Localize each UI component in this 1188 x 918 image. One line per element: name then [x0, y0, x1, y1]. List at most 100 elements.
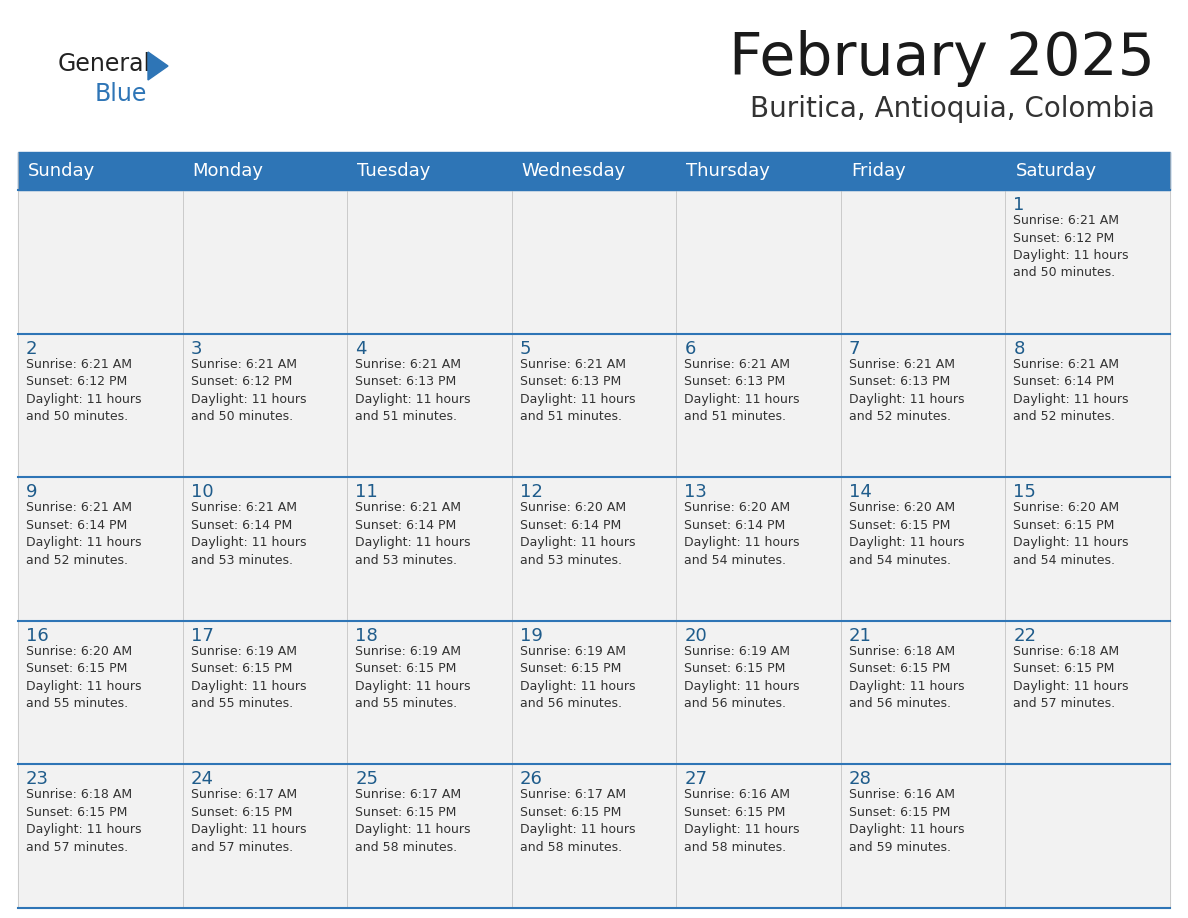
Text: Sunrise: 6:20 AM
Sunset: 6:15 PM
Daylight: 11 hours
and 54 minutes.: Sunrise: 6:20 AM Sunset: 6:15 PM Dayligh… — [849, 501, 965, 566]
Text: Sunrise: 6:21 AM
Sunset: 6:14 PM
Daylight: 11 hours
and 52 minutes.: Sunrise: 6:21 AM Sunset: 6:14 PM Dayligh… — [1013, 358, 1129, 423]
Bar — [347, 477, 512, 621]
Text: Sunrise: 6:19 AM
Sunset: 6:15 PM
Daylight: 11 hours
and 55 minutes.: Sunrise: 6:19 AM Sunset: 6:15 PM Dayligh… — [190, 644, 307, 711]
Bar — [183, 765, 347, 908]
Text: Sunrise: 6:21 AM
Sunset: 6:12 PM
Daylight: 11 hours
and 50 minutes.: Sunrise: 6:21 AM Sunset: 6:12 PM Dayligh… — [26, 358, 141, 423]
Bar — [347, 765, 512, 908]
Text: 13: 13 — [684, 483, 707, 501]
Text: Sunrise: 6:21 AM
Sunset: 6:13 PM
Daylight: 11 hours
and 52 minutes.: Sunrise: 6:21 AM Sunset: 6:13 PM Dayligh… — [849, 358, 965, 423]
Bar — [676, 477, 841, 621]
Text: 18: 18 — [355, 627, 378, 644]
Text: Sunrise: 6:17 AM
Sunset: 6:15 PM
Daylight: 11 hours
and 58 minutes.: Sunrise: 6:17 AM Sunset: 6:15 PM Dayligh… — [519, 789, 636, 854]
Text: Sunrise: 6:21 AM
Sunset: 6:12 PM
Daylight: 11 hours
and 50 minutes.: Sunrise: 6:21 AM Sunset: 6:12 PM Dayligh… — [190, 358, 307, 423]
Text: Monday: Monday — [192, 162, 264, 180]
Text: 19: 19 — [519, 627, 543, 644]
Bar — [183, 190, 347, 333]
Text: 7: 7 — [849, 340, 860, 358]
Text: 5: 5 — [519, 340, 531, 358]
Text: 1: 1 — [1013, 196, 1025, 214]
Text: Tuesday: Tuesday — [358, 162, 430, 180]
Polygon shape — [148, 52, 168, 80]
Text: 27: 27 — [684, 770, 707, 789]
Text: Sunrise: 6:21 AM
Sunset: 6:14 PM
Daylight: 11 hours
and 53 minutes.: Sunrise: 6:21 AM Sunset: 6:14 PM Dayligh… — [355, 501, 470, 566]
Text: Sunrise: 6:18 AM
Sunset: 6:15 PM
Daylight: 11 hours
and 56 minutes.: Sunrise: 6:18 AM Sunset: 6:15 PM Dayligh… — [849, 644, 965, 711]
Bar — [676, 621, 841, 765]
Bar — [676, 190, 841, 333]
Text: 14: 14 — [849, 483, 872, 501]
Text: Sunrise: 6:16 AM
Sunset: 6:15 PM
Daylight: 11 hours
and 59 minutes.: Sunrise: 6:16 AM Sunset: 6:15 PM Dayligh… — [849, 789, 965, 854]
Bar — [347, 621, 512, 765]
Bar — [512, 765, 676, 908]
Bar — [183, 621, 347, 765]
Text: 24: 24 — [190, 770, 214, 789]
Text: 20: 20 — [684, 627, 707, 644]
Text: Saturday: Saturday — [1016, 162, 1097, 180]
Bar — [347, 333, 512, 477]
Bar — [18, 333, 183, 477]
Text: General: General — [58, 52, 151, 76]
Text: Sunrise: 6:21 AM
Sunset: 6:14 PM
Daylight: 11 hours
and 53 minutes.: Sunrise: 6:21 AM Sunset: 6:14 PM Dayligh… — [190, 501, 307, 566]
Text: Sunrise: 6:21 AM
Sunset: 6:14 PM
Daylight: 11 hours
and 52 minutes.: Sunrise: 6:21 AM Sunset: 6:14 PM Dayligh… — [26, 501, 141, 566]
Text: Sunrise: 6:21 AM
Sunset: 6:12 PM
Daylight: 11 hours
and 50 minutes.: Sunrise: 6:21 AM Sunset: 6:12 PM Dayligh… — [1013, 214, 1129, 279]
Text: Sunrise: 6:19 AM
Sunset: 6:15 PM
Daylight: 11 hours
and 55 minutes.: Sunrise: 6:19 AM Sunset: 6:15 PM Dayligh… — [355, 644, 470, 711]
Text: 25: 25 — [355, 770, 378, 789]
Bar — [841, 477, 1005, 621]
Bar — [512, 621, 676, 765]
Text: 15: 15 — [1013, 483, 1036, 501]
Bar — [841, 333, 1005, 477]
Text: Sunrise: 6:21 AM
Sunset: 6:13 PM
Daylight: 11 hours
and 51 minutes.: Sunrise: 6:21 AM Sunset: 6:13 PM Dayligh… — [355, 358, 470, 423]
Text: 3: 3 — [190, 340, 202, 358]
Bar — [512, 333, 676, 477]
Bar — [676, 765, 841, 908]
Text: 6: 6 — [684, 340, 696, 358]
Bar — [1005, 190, 1170, 333]
Text: Sunrise: 6:19 AM
Sunset: 6:15 PM
Daylight: 11 hours
and 56 minutes.: Sunrise: 6:19 AM Sunset: 6:15 PM Dayligh… — [519, 644, 636, 711]
Bar — [1005, 477, 1170, 621]
Bar — [512, 190, 676, 333]
Text: February 2025: February 2025 — [729, 30, 1155, 87]
Text: 10: 10 — [190, 483, 213, 501]
Bar — [512, 477, 676, 621]
Text: 16: 16 — [26, 627, 49, 644]
Text: Wednesday: Wednesday — [522, 162, 626, 180]
Text: Sunrise: 6:21 AM
Sunset: 6:13 PM
Daylight: 11 hours
and 51 minutes.: Sunrise: 6:21 AM Sunset: 6:13 PM Dayligh… — [519, 358, 636, 423]
Bar — [18, 152, 1170, 190]
Text: Sunrise: 6:18 AM
Sunset: 6:15 PM
Daylight: 11 hours
and 57 minutes.: Sunrise: 6:18 AM Sunset: 6:15 PM Dayligh… — [26, 789, 141, 854]
Bar — [18, 621, 183, 765]
Text: 4: 4 — [355, 340, 367, 358]
Bar — [183, 333, 347, 477]
Text: Sunrise: 6:20 AM
Sunset: 6:15 PM
Daylight: 11 hours
and 55 minutes.: Sunrise: 6:20 AM Sunset: 6:15 PM Dayligh… — [26, 644, 141, 711]
Text: Sunrise: 6:20 AM
Sunset: 6:14 PM
Daylight: 11 hours
and 53 minutes.: Sunrise: 6:20 AM Sunset: 6:14 PM Dayligh… — [519, 501, 636, 566]
Text: Sunrise: 6:16 AM
Sunset: 6:15 PM
Daylight: 11 hours
and 58 minutes.: Sunrise: 6:16 AM Sunset: 6:15 PM Dayligh… — [684, 789, 800, 854]
Bar — [347, 190, 512, 333]
Bar — [1005, 333, 1170, 477]
Bar — [18, 477, 183, 621]
Text: Friday: Friday — [851, 162, 905, 180]
Text: Thursday: Thursday — [687, 162, 770, 180]
Bar — [1005, 621, 1170, 765]
Text: Sunrise: 6:18 AM
Sunset: 6:15 PM
Daylight: 11 hours
and 57 minutes.: Sunrise: 6:18 AM Sunset: 6:15 PM Dayligh… — [1013, 644, 1129, 711]
Text: Sunrise: 6:19 AM
Sunset: 6:15 PM
Daylight: 11 hours
and 56 minutes.: Sunrise: 6:19 AM Sunset: 6:15 PM Dayligh… — [684, 644, 800, 711]
Bar — [676, 333, 841, 477]
Bar — [841, 765, 1005, 908]
Text: 22: 22 — [1013, 627, 1036, 644]
Text: 11: 11 — [355, 483, 378, 501]
Text: 26: 26 — [519, 770, 543, 789]
Text: Sunrise: 6:21 AM
Sunset: 6:13 PM
Daylight: 11 hours
and 51 minutes.: Sunrise: 6:21 AM Sunset: 6:13 PM Dayligh… — [684, 358, 800, 423]
Text: 2: 2 — [26, 340, 38, 358]
Text: 28: 28 — [849, 770, 872, 789]
Bar — [1005, 765, 1170, 908]
Bar — [183, 477, 347, 621]
Text: 9: 9 — [26, 483, 38, 501]
Text: 17: 17 — [190, 627, 214, 644]
Bar — [18, 190, 183, 333]
Text: 8: 8 — [1013, 340, 1025, 358]
Text: Sunrise: 6:17 AM
Sunset: 6:15 PM
Daylight: 11 hours
and 58 minutes.: Sunrise: 6:17 AM Sunset: 6:15 PM Dayligh… — [355, 789, 470, 854]
Text: 21: 21 — [849, 627, 872, 644]
Text: Sunrise: 6:20 AM
Sunset: 6:15 PM
Daylight: 11 hours
and 54 minutes.: Sunrise: 6:20 AM Sunset: 6:15 PM Dayligh… — [1013, 501, 1129, 566]
Text: Buritica, Antioquia, Colombia: Buritica, Antioquia, Colombia — [750, 95, 1155, 123]
Bar — [18, 765, 183, 908]
Bar — [841, 621, 1005, 765]
Text: Sunrise: 6:20 AM
Sunset: 6:14 PM
Daylight: 11 hours
and 54 minutes.: Sunrise: 6:20 AM Sunset: 6:14 PM Dayligh… — [684, 501, 800, 566]
Bar — [841, 190, 1005, 333]
Text: Sunrise: 6:17 AM
Sunset: 6:15 PM
Daylight: 11 hours
and 57 minutes.: Sunrise: 6:17 AM Sunset: 6:15 PM Dayligh… — [190, 789, 307, 854]
